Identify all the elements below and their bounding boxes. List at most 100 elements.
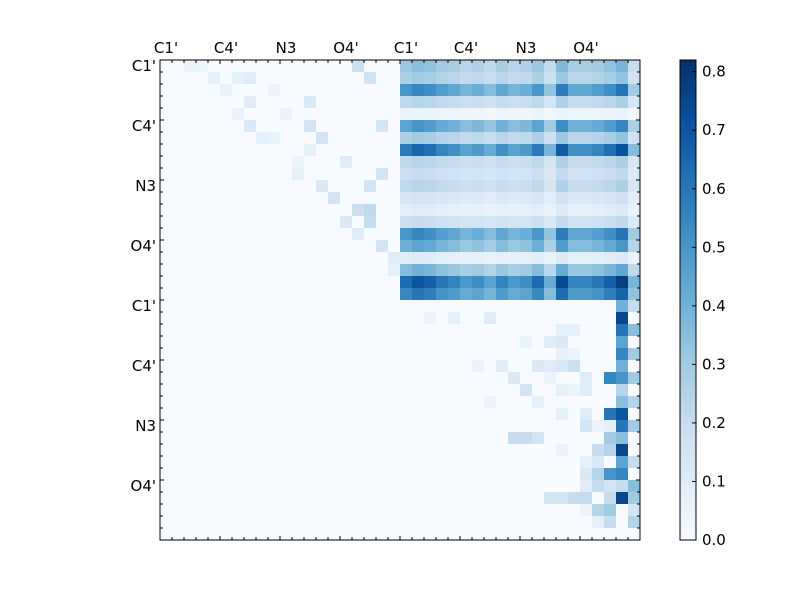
heatmap-cell: [616, 360, 629, 373]
heatmap-cell: [544, 444, 557, 457]
heatmap-cell: [616, 444, 629, 457]
heatmap-cell: [196, 144, 209, 157]
heatmap-cell: [400, 336, 413, 349]
heatmap-cell: [460, 240, 473, 253]
heatmap-cell: [184, 204, 197, 217]
heatmap-cell: [352, 276, 365, 289]
heatmap-cell: [220, 468, 233, 481]
heatmap-cell: [160, 336, 173, 349]
heatmap-cell: [556, 156, 569, 169]
heatmap-cell: [472, 504, 485, 517]
heatmap-cell: [604, 384, 617, 397]
heatmap-cell: [436, 324, 449, 337]
heatmap-cell: [244, 216, 257, 229]
heatmap-cell: [268, 504, 281, 517]
heatmap-cell: [556, 372, 569, 385]
heatmap-cell: [400, 120, 413, 133]
heatmap-cell: [244, 468, 257, 481]
heatmap-cell: [268, 300, 281, 313]
heatmap-cell: [472, 372, 485, 385]
heatmap-cell: [496, 240, 509, 253]
heatmap-cell: [280, 204, 293, 217]
heatmap-cell: [340, 372, 353, 385]
heatmap-cell: [556, 144, 569, 157]
heatmap-cell: [316, 312, 329, 325]
heatmap-cell: [328, 468, 341, 481]
heatmap-cell: [184, 312, 197, 325]
heatmap-cell: [544, 108, 557, 121]
heatmap-cell: [196, 180, 209, 193]
heatmap-cell: [232, 372, 245, 385]
heatmap-cell: [316, 324, 329, 337]
heatmap-cell: [460, 72, 473, 85]
heatmap-cell: [580, 264, 593, 277]
heatmap-cell: [400, 132, 413, 145]
heatmap-cell: [280, 504, 293, 517]
heatmap-cell: [544, 180, 557, 193]
heatmap-cell: [292, 132, 305, 145]
heatmap-cell: [280, 228, 293, 241]
heatmap-cell: [376, 276, 389, 289]
heatmap-cell: [304, 192, 317, 205]
heatmap-cell: [604, 408, 617, 421]
heatmap-cell: [424, 516, 437, 529]
heatmap-cell: [292, 240, 305, 253]
heatmap-cell: [496, 156, 509, 169]
heatmap-cell: [292, 228, 305, 241]
heatmap-cell: [388, 60, 401, 73]
heatmap-cell: [292, 204, 305, 217]
heatmap-cell: [196, 264, 209, 277]
heatmap-cell: [496, 192, 509, 205]
heatmap-cell: [628, 132, 641, 145]
heatmap-cell: [268, 108, 281, 121]
heatmap-cell: [532, 84, 545, 97]
heatmap-cell: [604, 456, 617, 469]
heatmap-cell: [508, 360, 521, 373]
heatmap-cell: [340, 300, 353, 313]
heatmap-cell: [400, 468, 413, 481]
heatmap-cell: [520, 444, 533, 457]
heatmap-cell: [460, 84, 473, 97]
heatmap-cell: [580, 120, 593, 133]
heatmap-cell: [316, 120, 329, 133]
heatmap-cell: [220, 72, 233, 85]
heatmap-cell: [496, 468, 509, 481]
heatmap-cell: [364, 516, 377, 529]
heatmap-cell: [160, 192, 173, 205]
heatmap-cell: [484, 372, 497, 385]
heatmap-cell: [196, 84, 209, 97]
heatmap-cell: [592, 492, 605, 505]
heatmap-cell: [448, 336, 461, 349]
heatmap-cell: [352, 120, 365, 133]
heatmap-cell: [340, 516, 353, 529]
heatmap-cell: [520, 288, 533, 301]
heatmap-cell: [472, 168, 485, 181]
heatmap-cell: [424, 264, 437, 277]
x-tick-label: C4': [454, 39, 478, 57]
heatmap-cell: [436, 156, 449, 169]
heatmap-cell: [556, 324, 569, 337]
heatmap-cell: [244, 120, 257, 133]
heatmap-cell: [544, 468, 557, 481]
heatmap-cell: [244, 288, 257, 301]
heatmap-cell: [340, 444, 353, 457]
heatmap-cell: [196, 216, 209, 229]
heatmap-cell: [424, 204, 437, 217]
heatmap-cell: [340, 384, 353, 397]
heatmap-cell: [532, 480, 545, 493]
heatmap-cell: [292, 156, 305, 169]
heatmap-cell: [508, 516, 521, 529]
heatmap-cell: [364, 276, 377, 289]
heatmap-cell: [616, 144, 629, 157]
heatmap-cell: [604, 300, 617, 313]
heatmap-cell: [628, 108, 641, 121]
heatmap-cell: [304, 348, 317, 361]
heatmap-cell: [292, 120, 305, 133]
heatmap-cell: [352, 216, 365, 229]
heatmap-cell: [160, 168, 173, 181]
heatmap-cell: [184, 300, 197, 313]
heatmap-cell: [160, 288, 173, 301]
heatmap-cell: [616, 324, 629, 337]
heatmap-cell: [160, 480, 173, 493]
heatmap-cell: [328, 144, 341, 157]
